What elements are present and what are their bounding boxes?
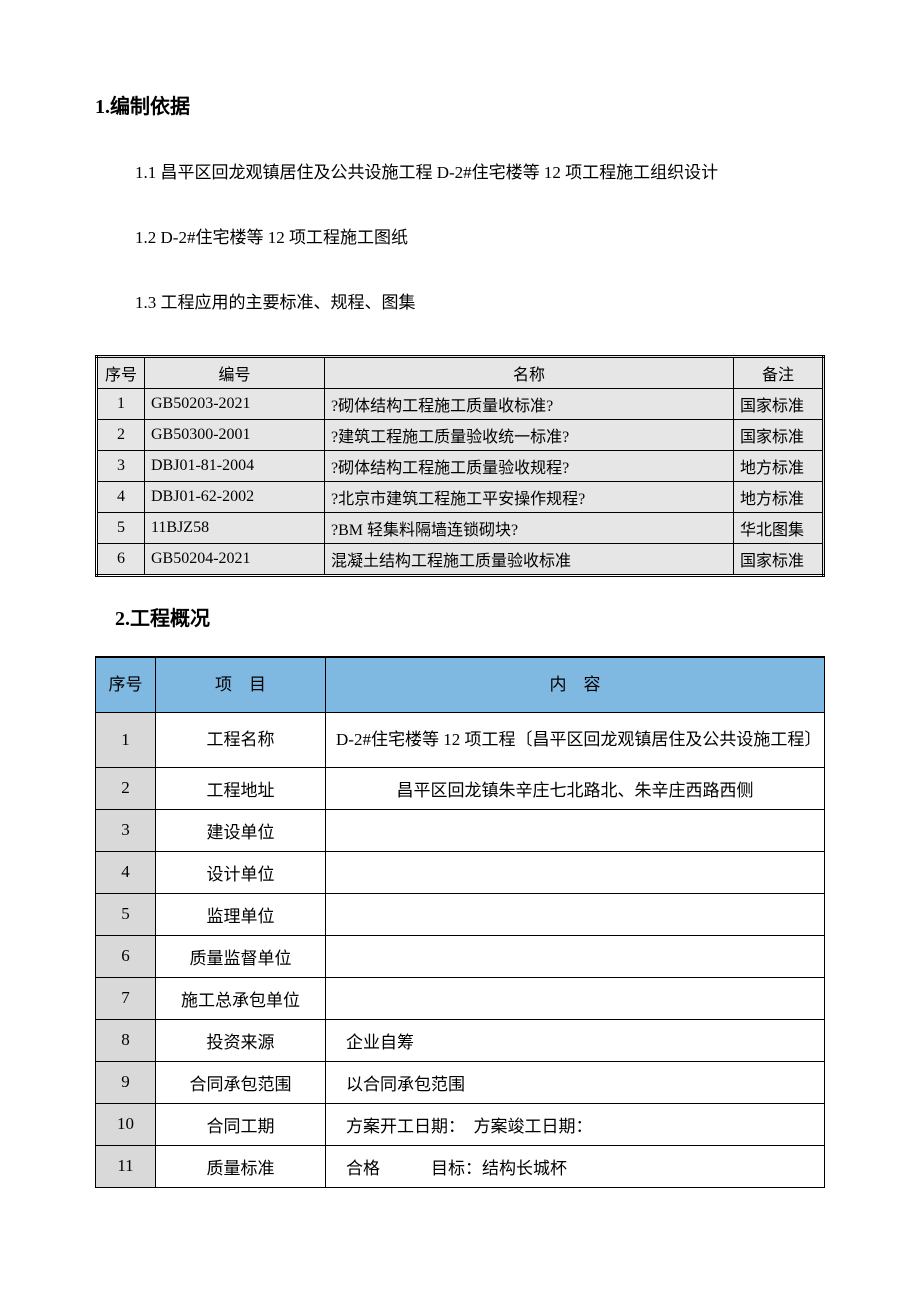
- header-seq: 序号: [96, 657, 156, 713]
- cell-code: DBJ01-81-2004: [145, 450, 325, 481]
- cell-content: [326, 893, 825, 935]
- cell-seq: 2: [96, 767, 156, 809]
- table-header-row: 序号 编号 名称 备注: [97, 356, 824, 388]
- cell-item: 投资来源: [156, 1019, 326, 1061]
- table-row: 10合同工期方案开工日期： 方案竣工日期：: [96, 1103, 825, 1145]
- header-name: 名称: [325, 356, 734, 388]
- section-1-item-3: 1.3 工程应用的主要标准、规程、图集: [135, 289, 825, 316]
- cell-code: GB50300-2001: [145, 419, 325, 450]
- table-row: 11质量标准合格 目标：结构长城杯: [96, 1145, 825, 1187]
- cell-remark: 地方标准: [734, 450, 824, 481]
- cell-seq: 7: [96, 977, 156, 1019]
- table-row: 5监理单位: [96, 893, 825, 935]
- cell-item: 建设单位: [156, 809, 326, 851]
- header-code: 编号: [145, 356, 325, 388]
- standards-table: 序号 编号 名称 备注 1GB50203-2021?砌体结构工程施工质量收标准?…: [95, 355, 825, 577]
- cell-name: ?砌体结构工程施工质量验收规程?: [325, 450, 734, 481]
- cell-seq: 10: [96, 1103, 156, 1145]
- cell-seq: 4: [97, 481, 145, 512]
- cell-item: 工程地址: [156, 767, 326, 809]
- cell-code: DBJ01-62-2002: [145, 481, 325, 512]
- header-item: 项 目: [156, 657, 326, 713]
- cell-seq: 11: [96, 1145, 156, 1187]
- table-header-row: 序号 项 目 内 容: [96, 657, 825, 713]
- project-overview-table: 序号 项 目 内 容 1工程名称D-2#住宅楼等 12 项工程〔昌平区回龙观镇居…: [95, 656, 825, 1188]
- cell-content: 昌平区回龙镇朱辛庄七北路北、朱辛庄西路西侧: [326, 767, 825, 809]
- table-row: 511BJZ58?BM 轻集料隔墙连锁砌块?华北图集: [97, 512, 824, 543]
- cell-content: 企业自筹: [326, 1019, 825, 1061]
- cell-item: 合同承包范围: [156, 1061, 326, 1103]
- cell-content: [326, 851, 825, 893]
- cell-name: 混凝土结构工程施工质量验收标准: [325, 543, 734, 575]
- cell-seq: 4: [96, 851, 156, 893]
- cell-seq: 2: [97, 419, 145, 450]
- header-seq: 序号: [97, 356, 145, 388]
- cell-seq: 6: [97, 543, 145, 575]
- cell-seq: 6: [96, 935, 156, 977]
- table-row: 1GB50203-2021?砌体结构工程施工质量收标准?国家标准: [97, 388, 824, 419]
- cell-name: ?砌体结构工程施工质量收标准?: [325, 388, 734, 419]
- table-row: 1工程名称D-2#住宅楼等 12 项工程〔昌平区回龙观镇居住及公共设施工程〕: [96, 713, 825, 767]
- cell-code: GB50203-2021: [145, 388, 325, 419]
- section-1-item-1: 1.1 昌平区回龙观镇居住及公共设施工程 D-2#住宅楼等 12 项工程施工组织…: [135, 159, 825, 186]
- cell-seq: 1: [96, 713, 156, 767]
- cell-code: GB50204-2021: [145, 543, 325, 575]
- cell-seq: 5: [96, 893, 156, 935]
- section-2-title: 2.工程概况: [115, 602, 825, 631]
- table-row: 6GB50204-2021混凝土结构工程施工质量验收标准国家标准: [97, 543, 824, 575]
- cell-content: D-2#住宅楼等 12 项工程〔昌平区回龙观镇居住及公共设施工程〕: [326, 713, 825, 767]
- cell-item: 质量监督单位: [156, 935, 326, 977]
- cell-content: 方案开工日期： 方案竣工日期：: [326, 1103, 825, 1145]
- cell-remark: 国家标准: [734, 419, 824, 450]
- table-row: 4设计单位: [96, 851, 825, 893]
- cell-item: 工程名称: [156, 713, 326, 767]
- cell-seq: 3: [96, 809, 156, 851]
- table-row: 3DBJ01-81-2004?砌体结构工程施工质量验收规程?地方标准: [97, 450, 824, 481]
- cell-seq: 9: [96, 1061, 156, 1103]
- table-row: 3建设单位: [96, 809, 825, 851]
- cell-seq: 5: [97, 512, 145, 543]
- cell-content: [326, 935, 825, 977]
- header-remark: 备注: [734, 356, 824, 388]
- section-1-title: 1.编制依据: [95, 90, 825, 119]
- cell-name: ?BM 轻集料隔墙连锁砌块?: [325, 512, 734, 543]
- table-row: 6质量监督单位: [96, 935, 825, 977]
- cell-name: ?建筑工程施工质量验收统一标准?: [325, 419, 734, 450]
- cell-code: 11BJZ58: [145, 512, 325, 543]
- cell-remark: 国家标准: [734, 388, 824, 419]
- cell-item: 设计单位: [156, 851, 326, 893]
- table-row: 7施工总承包单位: [96, 977, 825, 1019]
- cell-content: [326, 809, 825, 851]
- cell-content: [326, 977, 825, 1019]
- cell-item: 质量标准: [156, 1145, 326, 1187]
- table-row: 2工程地址昌平区回龙镇朱辛庄七北路北、朱辛庄西路西侧: [96, 767, 825, 809]
- table-row: 8投资来源企业自筹: [96, 1019, 825, 1061]
- cell-remark: 国家标准: [734, 543, 824, 575]
- cell-seq: 8: [96, 1019, 156, 1061]
- cell-seq: 1: [97, 388, 145, 419]
- cell-item: 施工总承包单位: [156, 977, 326, 1019]
- header-content: 内 容: [326, 657, 825, 713]
- cell-name: ?北京市建筑工程施工平安操作规程?: [325, 481, 734, 512]
- table-row: 9合同承包范围以合同承包范围: [96, 1061, 825, 1103]
- cell-remark: 地方标准: [734, 481, 824, 512]
- table-row: 2GB50300-2001?建筑工程施工质量验收统一标准?国家标准: [97, 419, 824, 450]
- cell-remark: 华北图集: [734, 512, 824, 543]
- cell-content: 以合同承包范围: [326, 1061, 825, 1103]
- table-row: 4DBJ01-62-2002?北京市建筑工程施工平安操作规程?地方标准: [97, 481, 824, 512]
- cell-item: 监理单位: [156, 893, 326, 935]
- section-1-item-2: 1.2 D-2#住宅楼等 12 项工程施工图纸: [135, 224, 825, 251]
- cell-content: 合格 目标：结构长城杯: [326, 1145, 825, 1187]
- cell-seq: 3: [97, 450, 145, 481]
- cell-item: 合同工期: [156, 1103, 326, 1145]
